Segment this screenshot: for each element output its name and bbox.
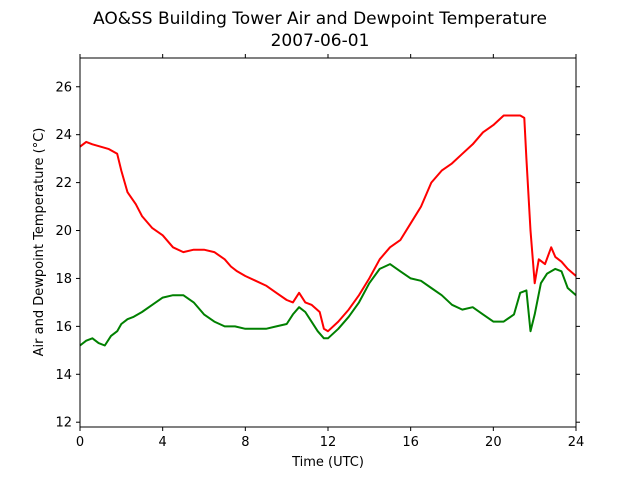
chart-title: AO&SS Building Tower Air and Dewpoint Te… [93,9,547,29]
y-axis: 12 14 16 18 20 22 24 26 [55,80,580,431]
x-tick-label: 4 [159,435,167,450]
x-tick-label: 8 [241,435,249,450]
y-tick-label: 20 [55,224,72,239]
series-line-0 [79,114,577,333]
x-axis: 0 4 8 12 16 20 24 [76,54,584,450]
x-tick-label: 20 [485,435,502,450]
y-tick-label: 16 [55,320,72,335]
x-axis-label: Time (UTC) [291,455,364,470]
y-tick-label: 14 [55,368,72,383]
x-tick-label: 24 [568,435,585,450]
y-tick-label: 12 [55,416,72,431]
y-tick-label: 22 [55,176,72,191]
y-tick-label: 24 [55,128,72,143]
plot-frame [79,57,577,428]
x-tick-label: 0 [76,435,84,450]
series-line-1 [79,263,577,347]
y-tick-label: 26 [55,80,72,95]
x-tick-label: 12 [320,435,337,450]
plot-series [79,114,577,347]
chart-subtitle: 2007-06-01 [271,31,370,51]
y-axis-label: Air and Dewpoint Temperature (°C) [32,128,47,357]
y-tick-label: 18 [55,272,72,287]
x-tick-label: 16 [402,435,419,450]
